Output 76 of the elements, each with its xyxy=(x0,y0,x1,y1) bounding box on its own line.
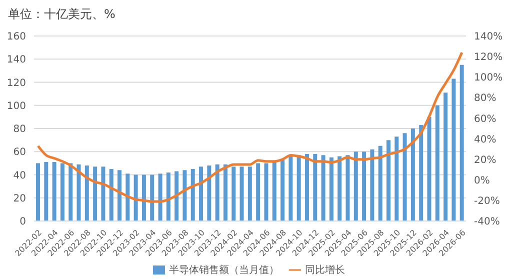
bar xyxy=(158,174,162,221)
bar xyxy=(346,155,350,221)
bar xyxy=(264,163,268,221)
chart-title: 单位：十亿美元、% xyxy=(8,6,116,23)
bar xyxy=(354,152,358,221)
bar xyxy=(386,140,390,221)
y2-tick-label: 100% xyxy=(474,72,503,84)
y-tick-label: 100 xyxy=(6,100,26,112)
legend-label: 同比增长 xyxy=(305,265,345,276)
y-tick-label: 120 xyxy=(6,78,26,89)
bar xyxy=(36,163,40,221)
bar xyxy=(427,116,432,221)
y-tick-label: 60 xyxy=(13,147,26,158)
bar xyxy=(370,149,374,221)
bar xyxy=(76,164,81,221)
bar xyxy=(232,166,236,221)
y2-tick-label: 60% xyxy=(474,114,496,125)
bar xyxy=(313,154,318,221)
bar xyxy=(150,174,154,221)
bar xyxy=(215,164,220,221)
bar xyxy=(460,64,464,221)
bar xyxy=(321,155,326,221)
bar xyxy=(190,168,195,221)
bar xyxy=(394,136,399,221)
bar xyxy=(52,162,56,221)
bar xyxy=(174,171,179,221)
bar xyxy=(288,156,293,221)
y-tick-label: 40 xyxy=(13,170,26,182)
bar xyxy=(109,168,114,221)
bar xyxy=(410,128,415,221)
bar xyxy=(166,172,170,221)
bar xyxy=(44,162,48,221)
bar xyxy=(280,160,285,221)
bar xyxy=(68,163,73,221)
bar xyxy=(444,92,448,221)
y2-tick-label: -20% xyxy=(474,196,500,207)
y2-tick-label: 0% xyxy=(474,175,490,186)
bar xyxy=(134,174,138,221)
y2-tick-label: 140% xyxy=(474,32,503,43)
bar xyxy=(362,152,366,221)
y-tick-label: 80 xyxy=(13,124,26,136)
bar xyxy=(248,166,252,221)
bar xyxy=(142,174,146,221)
bar xyxy=(304,154,309,221)
bar xyxy=(223,164,228,221)
y2-tick-label: 120% xyxy=(474,52,503,64)
legend-label: 半导体销售额（当月值） xyxy=(169,265,279,276)
bar xyxy=(296,155,301,221)
y2-tick-label: 80% xyxy=(474,93,496,104)
bar xyxy=(435,105,440,221)
y2-tick-label: 40% xyxy=(474,134,496,146)
y-tick-label: 140 xyxy=(6,54,26,66)
bar xyxy=(118,170,122,221)
bar xyxy=(402,133,407,221)
bar xyxy=(199,166,204,221)
bar xyxy=(101,166,106,221)
y2-tick-label: 20% xyxy=(474,154,496,166)
bar xyxy=(256,163,260,221)
line-series xyxy=(36,51,464,203)
bar xyxy=(126,174,130,221)
y-tick-label: 0 xyxy=(20,216,26,228)
bar xyxy=(378,146,382,221)
y-tick-label: 160 xyxy=(6,32,26,43)
bar xyxy=(272,162,276,221)
bar xyxy=(207,166,212,221)
bar xyxy=(182,170,187,221)
bar xyxy=(84,166,89,221)
bar xyxy=(93,166,98,221)
bar xyxy=(419,125,424,221)
bar xyxy=(452,78,456,221)
bar xyxy=(338,156,342,221)
y-tick-label: 20 xyxy=(13,193,26,204)
y2-tick-label: -40% xyxy=(474,216,500,228)
bar xyxy=(60,163,64,221)
bar xyxy=(329,157,334,221)
bar xyxy=(240,166,244,221)
